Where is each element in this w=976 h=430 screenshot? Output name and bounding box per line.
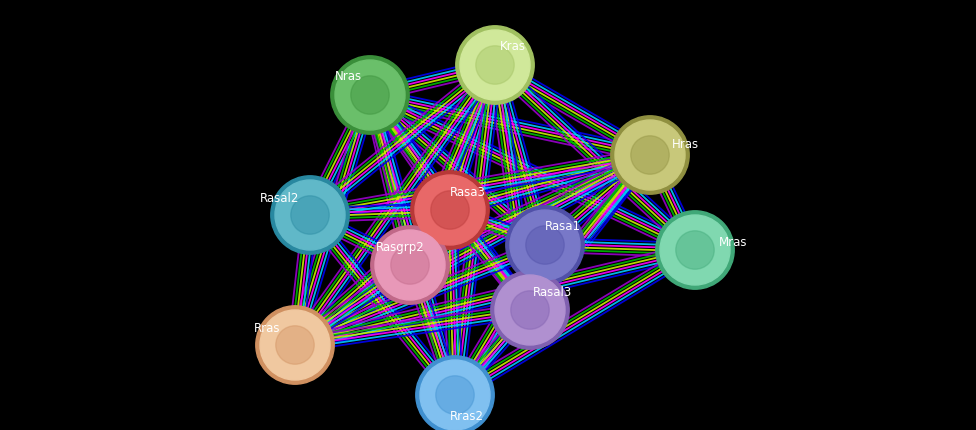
Circle shape [420,360,490,430]
Circle shape [390,246,429,284]
Circle shape [630,136,670,174]
Circle shape [416,356,494,430]
Circle shape [456,26,534,104]
Circle shape [270,176,349,254]
Text: Rasa3: Rasa3 [450,185,486,199]
Text: Rasgrp2: Rasgrp2 [376,240,425,254]
Circle shape [291,196,329,234]
Circle shape [615,120,685,190]
Text: Kras: Kras [500,40,526,53]
Circle shape [350,76,389,114]
Circle shape [275,180,345,250]
Text: Hras: Hras [671,138,699,151]
Circle shape [331,56,409,134]
Text: Nras: Nras [335,71,361,83]
Text: Rasal3: Rasal3 [532,286,572,298]
Circle shape [411,171,489,249]
Text: Mras: Mras [718,236,748,249]
Circle shape [675,231,714,269]
Circle shape [660,215,730,285]
Text: Rasa1: Rasa1 [545,221,581,233]
Circle shape [335,60,405,130]
Circle shape [510,210,580,280]
Circle shape [435,376,474,414]
Circle shape [276,326,314,364]
Circle shape [260,310,330,380]
Circle shape [656,211,734,289]
Circle shape [491,271,569,349]
Circle shape [375,230,445,300]
Circle shape [371,226,449,304]
Circle shape [506,206,585,284]
Circle shape [495,275,565,345]
Circle shape [526,226,564,264]
Circle shape [415,175,485,245]
Text: Rasal2: Rasal2 [261,193,300,206]
Circle shape [475,46,514,84]
Circle shape [460,30,530,100]
Text: Rras2: Rras2 [450,411,484,424]
Circle shape [256,306,334,384]
Circle shape [510,291,549,329]
Circle shape [611,116,689,194]
Circle shape [430,191,469,229]
Text: Rras: Rras [254,322,280,335]
